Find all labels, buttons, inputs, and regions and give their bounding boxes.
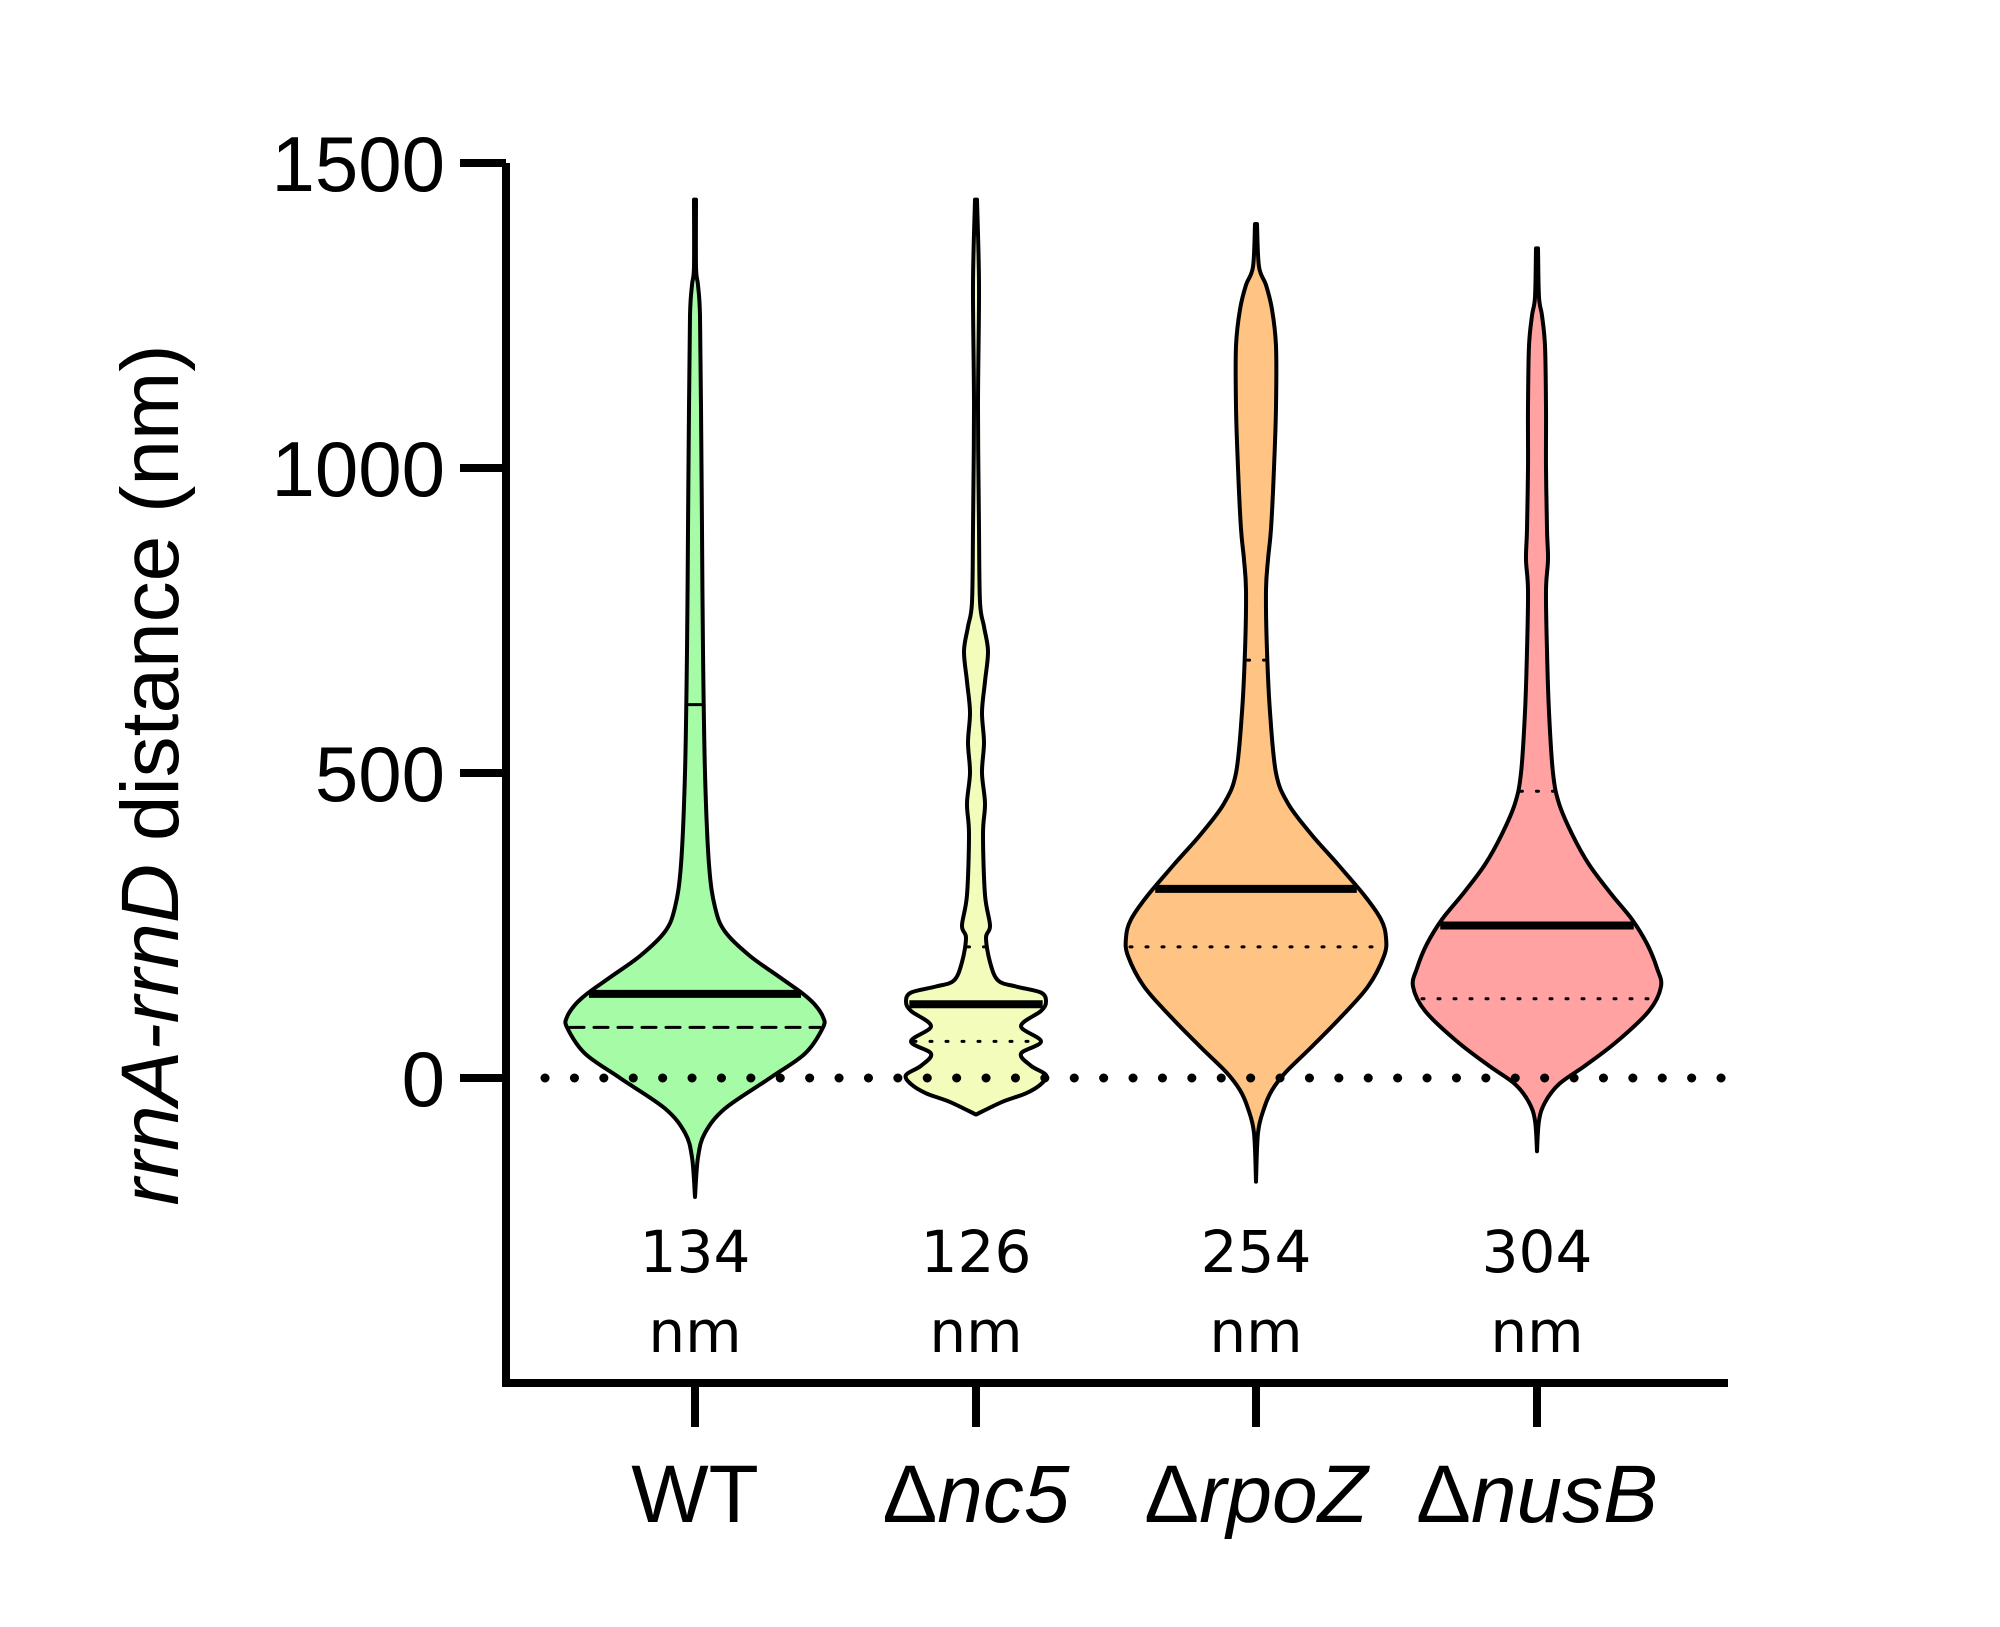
annotation-unit: nm <box>1490 1298 1583 1366</box>
violin-nusb <box>1410 246 1664 1154</box>
x-tick-label: Δnc5 <box>883 1449 1070 1540</box>
violin-rpoz <box>1123 222 1389 1184</box>
violin-wt <box>563 197 827 1199</box>
x-tick-label: ΔrpoZ <box>1144 1449 1370 1540</box>
violin-body <box>903 197 1049 1117</box>
y-tick-label: 500 <box>315 730 445 818</box>
annotation-unit: nm <box>1209 1298 1302 1366</box>
x-tick-label: WT <box>631 1449 758 1540</box>
violin-nc5 <box>903 197 1049 1117</box>
annotation-value: 254 <box>1201 1218 1312 1286</box>
y-tick-label: 1500 <box>271 120 445 208</box>
violins-layer <box>563 197 1664 1199</box>
median-annotations: 134 nm 126 nm 254 nm 304 nm <box>640 1218 1593 1366</box>
y-ticks: 0 500 1000 1500 <box>271 120 506 1123</box>
violin-body <box>1123 222 1389 1184</box>
y-axis-label: rrnA-rrnD distance (nm) <box>105 344 196 1205</box>
y-tick-label: 1000 <box>271 425 445 513</box>
x-ticks: WT Δnc5 ΔrpoZ ΔnusB <box>631 1383 1658 1540</box>
x-tick-label: ΔnusB <box>1416 1449 1658 1540</box>
violin-body <box>563 197 827 1199</box>
annotation-unit: nm <box>648 1298 741 1366</box>
annotation-value: 126 <box>921 1218 1032 1286</box>
annotation-value: 304 <box>1482 1218 1593 1286</box>
violin-body <box>1410 246 1664 1154</box>
annotation-unit: nm <box>929 1298 1022 1366</box>
y-tick-label: 0 <box>402 1035 445 1123</box>
annotation-value: 134 <box>640 1218 751 1286</box>
